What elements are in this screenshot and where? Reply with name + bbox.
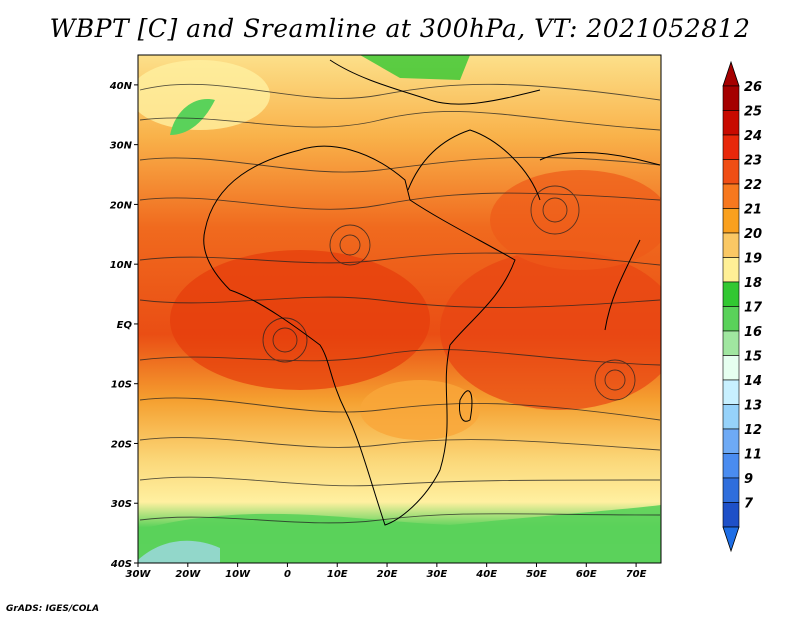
colorbar-label: 18 bbox=[744, 276, 762, 291]
colorbar-label: 20 bbox=[744, 227, 762, 242]
longitude-axis: 30W 20W 10W 0 10E 20E 30E 40E 50E 60E 70E bbox=[126, 563, 647, 580]
lon-tick-label: 50E bbox=[526, 569, 547, 580]
chart-title: WBPT [C] and Sreamline at 300hPa, VT: 20… bbox=[49, 14, 751, 43]
colorbar-label: 19 bbox=[744, 252, 762, 267]
colorbar-swatch bbox=[722, 404, 740, 430]
colorbar: 26 25 24 23 22 21 20 19 18 17 16 15 14 13 12 11 9 7 bbox=[722, 60, 763, 553]
colorbar-label: 24 bbox=[744, 129, 762, 144]
latitude-axis: 40N 30N 20N 10N EQ 10S 20S 30S 40S bbox=[109, 81, 138, 570]
colorbar-swatch bbox=[722, 232, 740, 258]
colorbar-swatch bbox=[722, 477, 740, 503]
colorbar-label: 26 bbox=[744, 80, 762, 95]
colorbar-swatch bbox=[722, 379, 740, 405]
colorbar-label: 22 bbox=[744, 178, 762, 193]
lon-tick-label: 20E bbox=[377, 569, 398, 580]
lat-tick-label: 10S bbox=[111, 380, 132, 391]
colorbar-label: 7 bbox=[744, 497, 754, 512]
colorbar-swatch bbox=[722, 110, 740, 136]
colorbar-swatch bbox=[722, 453, 740, 479]
colorbar-swatch bbox=[722, 306, 740, 332]
lat-tick-label: 20N bbox=[110, 200, 133, 211]
lat-tick-label: 20S bbox=[111, 439, 132, 450]
colorbar-swatch bbox=[722, 85, 740, 111]
colorbar-label: 25 bbox=[744, 105, 762, 120]
lon-tick-label: 60E bbox=[576, 569, 597, 580]
colorbar-label: 9 bbox=[744, 472, 753, 487]
colorbar-swatch bbox=[722, 281, 740, 307]
lon-tick-label: 10E bbox=[327, 569, 348, 580]
coastlines bbox=[203, 59, 661, 526]
colorbar-label: 11 bbox=[744, 448, 762, 463]
lon-tick-label: 30W bbox=[126, 569, 152, 580]
colorbar-swatch bbox=[722, 159, 740, 185]
colorbar-label: 23 bbox=[744, 154, 762, 169]
lon-tick-label: 10W bbox=[225, 569, 251, 580]
colorbar-swatch bbox=[722, 183, 740, 209]
colorbar-swatch bbox=[722, 257, 740, 283]
lon-tick-label: 20W bbox=[175, 569, 201, 580]
colorbar-swatch bbox=[722, 355, 740, 381]
colorbar-swatch bbox=[722, 428, 740, 454]
colorbar-swatch bbox=[722, 330, 740, 356]
colorbar-label: 12 bbox=[744, 423, 762, 438]
lon-tick-label: 70E bbox=[626, 569, 647, 580]
colorbar-label: 16 bbox=[744, 325, 762, 340]
colorbar-top-arrow bbox=[722, 60, 740, 87]
wbpt-field bbox=[138, 55, 661, 563]
lat-tick-label: 40S bbox=[110, 559, 132, 570]
colorbar-label: 17 bbox=[744, 301, 763, 316]
colorbar-label: 15 bbox=[744, 350, 762, 365]
colorbar-swatch bbox=[722, 502, 740, 528]
colorbar-swatch bbox=[722, 134, 740, 160]
lat-tick-label: 10N bbox=[110, 260, 133, 271]
lat-tick-label: 30S bbox=[111, 499, 132, 510]
lat-tick-label: EQ bbox=[117, 320, 133, 331]
lon-tick-label: 0 bbox=[284, 569, 291, 580]
map-frame bbox=[137, 54, 662, 564]
lon-tick-label: 40E bbox=[475, 569, 497, 580]
colorbar-bottom-arrow bbox=[722, 526, 740, 553]
colorbar-label: 21 bbox=[744, 203, 762, 218]
lat-tick-label: 30N bbox=[110, 141, 133, 152]
colorbar-label: 13 bbox=[744, 399, 762, 414]
lat-tick-label: 40N bbox=[109, 81, 133, 92]
lon-tick-label: 30E bbox=[426, 569, 447, 580]
colorbar-swatch bbox=[722, 208, 740, 234]
footer-credit: GrADS: IGES/COLA bbox=[6, 604, 100, 614]
colorbar-label: 14 bbox=[744, 374, 762, 389]
